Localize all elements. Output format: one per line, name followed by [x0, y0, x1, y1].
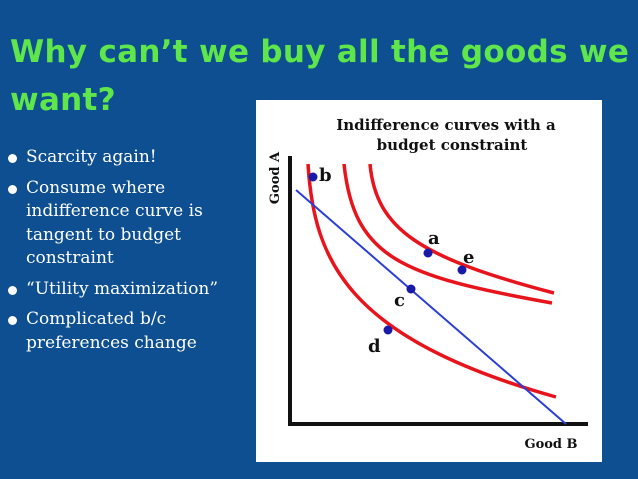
y-axis-label: Good A [268, 151, 283, 204]
figure-title-line2: budget constraint [377, 136, 528, 154]
bullet-item: Complicated b/c preferences change [6, 308, 242, 355]
bullet-text: “Utility maximization” [26, 278, 219, 299]
x-axis-label: Good B [524, 437, 577, 452]
point-d-marker [383, 325, 393, 335]
bullet-list: Scarcity again! Consume where indifferen… [6, 146, 242, 362]
bullet-item: “Utility maximization” [6, 278, 242, 302]
bullet-item: Consume where indifference curve is tang… [6, 177, 242, 271]
figure-title-line1: Indifference curves with a [336, 116, 556, 134]
bullet-text: Scarcity again! [26, 147, 157, 167]
bullet-dot-icon [8, 285, 17, 295]
point-a-marker [423, 248, 433, 258]
indifference-curve-figure: Indifference curves with a budget constr… [256, 100, 602, 462]
bullet-item: Scarcity again! [6, 146, 242, 170]
bullet-dot-icon [8, 316, 17, 325]
point-b-marker [308, 172, 318, 182]
point-c-marker [406, 284, 416, 294]
point-e-label: e [463, 247, 474, 268]
bullet-text: Complicated b/c preferences change [26, 309, 197, 353]
point-e-marker [457, 265, 467, 275]
slide-title: Why can’t we buy all the goods we want? [10, 34, 630, 118]
figure-svg: Indifference curves with a budget constr… [268, 116, 588, 452]
point-d-label: d [368, 336, 381, 357]
bullet-text: Consume where indifference curve is tang… [26, 177, 203, 269]
bullet-dot-icon [8, 184, 17, 194]
bullet-dot-icon [8, 154, 17, 163]
budget-constraint-line [295, 189, 567, 425]
point-c-label: c [394, 290, 405, 311]
indifference-curve-high [368, 163, 555, 295]
point-b-label: b [319, 165, 332, 186]
indifference-curve-low [306, 163, 557, 399]
point-a-label: a [428, 228, 440, 249]
indifference-curve-mid [342, 163, 553, 305]
